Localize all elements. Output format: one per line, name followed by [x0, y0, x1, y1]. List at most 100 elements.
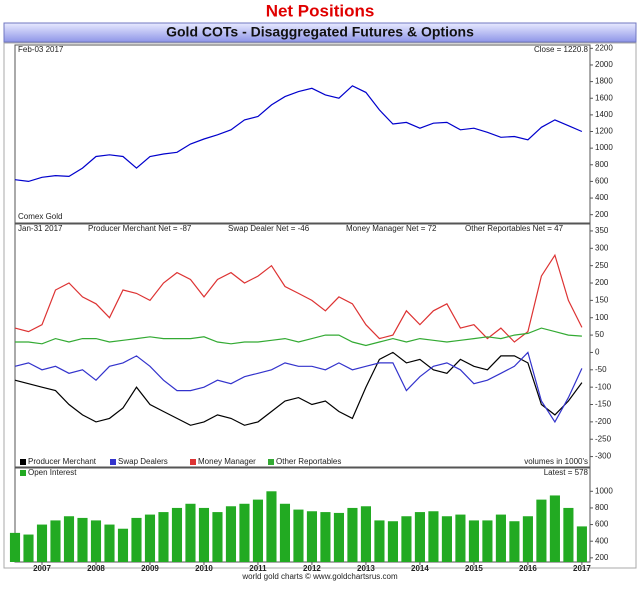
x-tick-label: 2017: [573, 564, 591, 573]
y-tick-label: -300: [595, 452, 612, 461]
legend-label: Swap Dealers: [118, 457, 168, 466]
y-tick-label: 50: [595, 330, 604, 339]
bar: [320, 512, 331, 562]
panel: [14, 44, 591, 224]
bar: [212, 512, 223, 562]
y-tick-label: 2000: [595, 60, 613, 69]
bar: [77, 517, 88, 562]
series-line: [15, 327, 582, 347]
bar: [117, 528, 129, 562]
x-tick-label: 2015: [465, 564, 483, 573]
legend-label: Producer Merchant: [28, 457, 97, 466]
y-tick-label: 800: [595, 503, 609, 512]
bar: [522, 516, 533, 562]
bar: [576, 526, 587, 562]
x-tick-label: 2010: [195, 564, 213, 573]
bar: [536, 499, 547, 562]
y-tick-label: 1600: [595, 93, 613, 102]
net-note: Producer Merchant Net = -87: [88, 224, 192, 233]
bar: [563, 507, 574, 562]
y-tick-label: 2200: [595, 43, 613, 52]
bar: [333, 512, 345, 562]
y-tick-label: -200: [595, 417, 612, 426]
bar: [306, 511, 318, 562]
bar: [171, 507, 183, 562]
bar: [468, 520, 479, 562]
bar: [131, 517, 142, 562]
bar: [387, 521, 398, 562]
y-tick-label: 350: [595, 226, 609, 235]
bar: [266, 491, 277, 562]
net-note: Other Reportables Net = 47: [465, 224, 564, 233]
y-tick-label: 1400: [595, 110, 613, 119]
bar: [239, 503, 250, 562]
y-tick-label: -250: [595, 434, 612, 443]
page-title: Net Positions: [266, 1, 375, 20]
date-label: Jan-31 2017: [18, 224, 63, 233]
y-tick-label: 1200: [595, 127, 613, 136]
legend-swatch: [20, 459, 26, 465]
y-tick-label: -50: [595, 365, 607, 374]
y-tick-label: 200: [595, 553, 609, 562]
bar: [279, 503, 291, 562]
y-tick-label: 250: [595, 261, 609, 270]
panel: [14, 223, 591, 468]
y-tick-label: 1000: [595, 486, 613, 495]
note: Latest = 578: [544, 468, 589, 477]
bar: [36, 524, 48, 562]
legend-label: Money Manager: [198, 457, 256, 466]
y-tick-label: 400: [595, 193, 609, 202]
bar: [509, 521, 520, 562]
x-tick-label: 2011: [249, 564, 267, 573]
bar: [455, 514, 466, 562]
y-tick-label: 300: [595, 243, 609, 252]
x-tick-label: 2016: [519, 564, 537, 573]
series-line: [14, 351, 583, 426]
bar: [50, 520, 61, 562]
legend-label: Open Interest: [28, 468, 77, 477]
date-label: Feb-03 2017: [18, 45, 64, 54]
source-label: Comex Gold: [18, 212, 62, 221]
series-line: [14, 253, 583, 343]
net-note: Money Manager Net = 72: [346, 224, 437, 233]
net-note: Swap Dealer Net = -46: [228, 224, 310, 233]
y-tick-label: 600: [595, 177, 609, 186]
x-tick-label: 2009: [141, 564, 159, 573]
legend-swatch: [20, 470, 26, 476]
bar: [252, 499, 264, 562]
y-tick-label: 0: [595, 348, 600, 357]
x-tick-label: 2007: [33, 564, 51, 573]
bar: [63, 516, 75, 562]
bar: [360, 506, 372, 562]
note: Close = 1220.8: [534, 45, 589, 54]
y-tick-label: 800: [595, 160, 609, 169]
y-tick-label: -150: [595, 400, 612, 409]
x-tick-label: 2008: [87, 564, 105, 573]
legend-swatch: [190, 459, 196, 465]
subtitle: Gold COTs - Disaggregated Futures & Opti…: [166, 24, 474, 40]
bar: [293, 509, 304, 562]
y-tick-label: 200: [595, 278, 609, 287]
bar: [90, 520, 102, 562]
bar: [401, 516, 412, 562]
bar: [158, 512, 169, 562]
y-tick-label: 1800: [595, 77, 613, 86]
bar: [482, 520, 493, 562]
bar: [347, 507, 358, 562]
bar: [104, 524, 115, 562]
x-tick-label: 2012: [303, 564, 321, 573]
series-line: [14, 351, 583, 424]
x-tick-label: 2013: [357, 564, 375, 573]
x-tick-label: 2014: [411, 564, 429, 573]
banner: [3, 22, 637, 43]
legend-note: volumes in 1000's: [524, 457, 588, 466]
bar: [414, 512, 425, 562]
y-tick-label: 600: [595, 520, 609, 529]
legend-label: Other Reportables: [276, 457, 341, 466]
bar: [198, 507, 210, 562]
frame: [3, 42, 637, 569]
bar: [495, 514, 506, 562]
bar: [23, 534, 34, 562]
bar: [225, 506, 237, 562]
